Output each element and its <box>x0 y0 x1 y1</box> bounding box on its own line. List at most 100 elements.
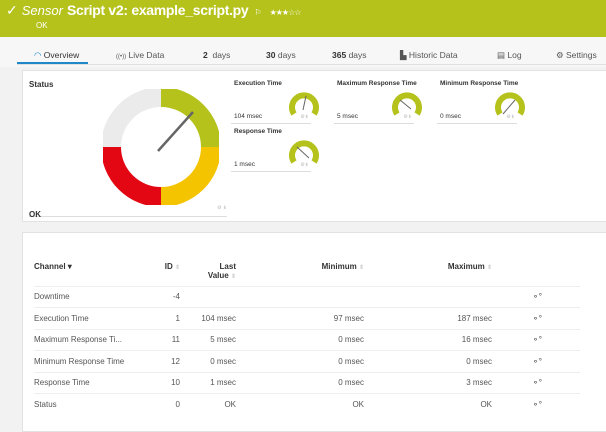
gauge-response-time[interactable]: Response Time 1 msec ⚙⇟ <box>231 125 319 172</box>
tab-label: Overview <box>43 50 80 60</box>
tab-bar: ◠ Overview ((•)) Live Data 2 days 30 day… <box>0 37 606 67</box>
channel-settings-icon[interactable]: ⚬° <box>492 371 542 394</box>
minimum-cell: 97 msec <box>236 307 364 329</box>
channel-cell: Execution Time <box>34 307 152 329</box>
table-row[interactable]: Response Time 10 1 msec 0 msec 3 msec ⚬° <box>34 371 580 394</box>
channel-cell: Response Time <box>34 371 152 394</box>
settings-pin-icon[interactable]: ⚙⇟ <box>403 114 412 120</box>
tab-num: 2 <box>203 50 208 60</box>
tab-log[interactable]: ▤ Log <box>497 50 522 61</box>
sensor-header: ✓ Sensor Script v2: example_script.py ⚐ … <box>0 0 606 37</box>
status-title: Status <box>29 80 54 89</box>
tab-historic-data[interactable]: ▙ Historic Data <box>400 50 458 61</box>
gauge-segment-red <box>103 146 162 205</box>
live-icon: ((•)) <box>116 54 127 60</box>
channel-cell: Downtime <box>34 285 152 308</box>
table-row[interactable]: Maximum Response Ti... 11 5 msec 0 msec 16 m… <box>34 328 580 351</box>
mini-gauge <box>392 92 422 116</box>
tab-label: Historic Data <box>408 50 458 60</box>
sort-icon: ⇕ <box>358 265 364 271</box>
tab-label: days <box>348 50 367 60</box>
header-maximum[interactable]: Maximum ⇕ <box>364 258 492 286</box>
last-value-cell: 0 msec <box>180 350 236 372</box>
channel-settings-icon[interactable]: ⚬° <box>492 307 542 329</box>
tab-label: Live Data <box>128 50 165 60</box>
gauge-minimum-response-time[interactable]: Minimum Response Time 0 msec ⚙⇟ <box>437 77 525 124</box>
log-icon: ▤ <box>497 50 506 60</box>
tab-num: 365 <box>332 50 347 60</box>
settings-pin-icon[interactable]: ⚙⇟ <box>300 114 309 120</box>
minimum-cell: OK <box>236 393 364 415</box>
header-spacer <box>542 258 580 286</box>
table-row[interactable]: Execution Time 1 104 msec 97 msec 187 msec ⚬° <box>34 307 580 329</box>
sort-icon: ⇕ <box>486 265 492 271</box>
minimum-cell: 0 msec <box>236 350 364 372</box>
tab-365-days[interactable]: 365 days <box>332 50 367 60</box>
tab-settings[interactable]: ⚙ Settings <box>556 50 597 61</box>
priority-stars[interactable]: ★★★☆☆ <box>269 8 302 17</box>
header-id[interactable]: ID ⇕ <box>152 258 180 286</box>
header-minimum[interactable]: Minimum ⇕ <box>236 258 364 286</box>
header-label: Last <box>219 262 236 271</box>
tab-live-data[interactable]: ((•)) Live Data <box>116 50 164 60</box>
maximum-cell: 3 msec <box>364 371 492 394</box>
header-label: Maximum <box>447 262 485 271</box>
maximum-cell: OK <box>364 393 492 415</box>
tab-label: days <box>277 50 296 60</box>
last-value-cell: 5 msec <box>180 328 236 351</box>
id-cell: 12 <box>152 350 180 372</box>
settings-pin-icon[interactable]: ⚙⇟ <box>506 114 515 120</box>
maximum-cell: 0 msec <box>364 350 492 372</box>
table-row[interactable]: Minimum Response Time 12 0 msec 0 msec 0 mse… <box>34 350 580 372</box>
gauge-label: Execution Time <box>234 80 282 87</box>
mini-gauge <box>289 92 319 116</box>
gauge-value: 0 msec <box>440 113 461 120</box>
channel-settings-icon[interactable]: ⚬° <box>492 328 542 351</box>
tab-2-days[interactable]: 2 days <box>203 50 230 60</box>
channel-settings-icon[interactable]: ⚬° <box>492 285 542 308</box>
mini-gauge <box>289 140 319 164</box>
status-value-row: OK ⚙ ⇟ <box>29 204 227 219</box>
channel-cell: Status <box>34 393 152 415</box>
minimum-cell <box>236 285 364 308</box>
gauge-execution-time[interactable]: Execution Time 104 msec ⚙⇟ <box>231 77 319 124</box>
id-cell: 0 <box>152 393 180 415</box>
settings-pin-icon[interactable]: ⚙⇟ <box>300 162 309 168</box>
gauge-segment-yellow <box>160 146 219 205</box>
gauge-needle <box>157 111 194 152</box>
table-row[interactable]: Status 0 OK OK OK ⚬° <box>34 393 580 415</box>
gauge-segment-gray <box>103 89 162 148</box>
header-channel[interactable]: Channel ▾ <box>34 262 72 271</box>
channel-settings-icon[interactable]: ⚬° <box>492 393 542 415</box>
tab-overview[interactable]: ◠ Overview <box>34 50 79 61</box>
sensor-label: Sensor <box>21 3 63 18</box>
id-cell: 11 <box>152 328 180 351</box>
channels-table: Channel ▾ ID ⇕ Last Value ⇕ Minimum ⇕ Max… <box>34 258 580 415</box>
spacer-cell <box>542 371 580 394</box>
header-actions <box>492 258 542 286</box>
sensor-title: Script v2: example_script.py <box>66 2 249 18</box>
status-value: OK <box>29 210 41 219</box>
last-value-cell: OK <box>180 393 236 415</box>
header-label: ID <box>164 262 173 271</box>
tab-label: days <box>212 50 231 60</box>
channel-settings-icon[interactable]: ⚬° <box>492 350 542 372</box>
settings-pin-icon[interactable]: ⚙ ⇟ <box>216 205 227 211</box>
tab-label: Log <box>507 50 522 60</box>
spacer-cell <box>542 307 580 329</box>
gauge-maximum-response-time[interactable]: Maximum Response Time 5 msec ⚙⇟ <box>334 77 422 124</box>
gauge-label: Response Time <box>234 128 282 135</box>
spacer-cell <box>542 285 580 308</box>
gauge-label: Minimum Response Time <box>440 80 519 87</box>
spacer-cell <box>542 328 580 351</box>
active-tab-indicator <box>17 62 88 64</box>
table-row[interactable]: Downtime -4 ⚬° <box>34 285 580 308</box>
header-last-value[interactable]: Last Value ⇕ <box>180 258 236 286</box>
table-header: Channel ▾ ID ⇕ Last Value ⇕ Minimum ⇕ Max… <box>34 258 580 286</box>
flag-icon[interactable]: ⚐ <box>254 8 262 17</box>
gauge-value: 104 msec <box>234 113 263 120</box>
tab-num: 30 <box>266 50 276 60</box>
tab-30-days[interactable]: 30 days <box>266 50 296 60</box>
last-value-cell <box>180 285 236 308</box>
minimum-cell: 0 msec <box>236 328 364 351</box>
